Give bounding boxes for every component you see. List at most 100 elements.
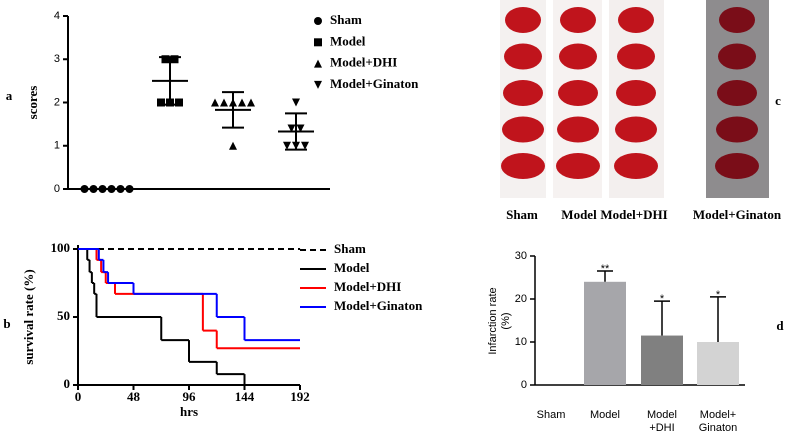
x-tick-label: 192 bbox=[290, 389, 310, 404]
marker bbox=[107, 185, 116, 193]
y-tick-label: 10 bbox=[515, 336, 527, 348]
photo-label: Model+Ginaton bbox=[693, 207, 782, 222]
legend-label: Sham bbox=[330, 12, 362, 27]
legend-label: Model bbox=[330, 33, 366, 48]
brain-slice bbox=[557, 116, 599, 143]
marker bbox=[314, 59, 322, 68]
brain-slice bbox=[715, 153, 759, 179]
brain-slice bbox=[616, 80, 656, 106]
marker bbox=[211, 98, 219, 107]
y-axis-label: survival rate (%) bbox=[21, 269, 36, 364]
error-bar bbox=[285, 112, 307, 151]
error-bar bbox=[597, 270, 613, 282]
significance: * bbox=[660, 293, 665, 305]
photo-label: Sham bbox=[506, 207, 538, 222]
brain-slice bbox=[618, 7, 654, 33]
brain-slice bbox=[614, 153, 658, 179]
brain-slice bbox=[558, 80, 598, 106]
x-tick-label: 48 bbox=[127, 389, 141, 404]
brain-slice bbox=[556, 153, 600, 179]
x-tick-label: 96 bbox=[183, 389, 197, 404]
marker bbox=[296, 124, 305, 133]
legend-label: Sham bbox=[334, 241, 366, 256]
marker bbox=[287, 124, 296, 133]
brain-slice bbox=[717, 80, 757, 106]
x-tick-label: Sham bbox=[536, 409, 566, 421]
bar bbox=[584, 281, 626, 385]
photo-label: Model+DHI bbox=[600, 207, 667, 222]
legend-label: Model bbox=[334, 260, 370, 275]
marker bbox=[89, 185, 98, 193]
y-tick-label: 4 bbox=[54, 10, 60, 22]
x-tick-label: Model bbox=[590, 409, 620, 421]
brain-slice bbox=[501, 153, 545, 179]
brain-slice bbox=[716, 116, 758, 143]
panel-label: a bbox=[6, 88, 13, 103]
brain-slice bbox=[718, 43, 756, 70]
error-bar bbox=[654, 300, 670, 336]
brain-slice bbox=[615, 116, 657, 143]
marker bbox=[170, 55, 179, 64]
x-tick-label: Model+ Ginaton bbox=[698, 409, 738, 434]
significance: * bbox=[716, 289, 721, 301]
survival-drop bbox=[97, 249, 246, 341]
survival-drop bbox=[95, 249, 218, 349]
marker bbox=[98, 185, 107, 193]
legend-label: Model+Ginaton bbox=[330, 76, 419, 91]
marker bbox=[314, 38, 322, 47]
brain-slice bbox=[503, 80, 543, 106]
legend-label: Model+DHI bbox=[330, 55, 397, 70]
y-tick-label: 2 bbox=[54, 96, 60, 108]
survival-drop bbox=[86, 249, 246, 385]
x-tick-label: Model +DHI bbox=[647, 409, 677, 434]
panel-label: c bbox=[775, 93, 781, 108]
brain-slice bbox=[505, 7, 541, 33]
y-tick-label: 0 bbox=[64, 376, 71, 391]
marker bbox=[80, 185, 89, 193]
y-axis-label: scores bbox=[25, 86, 40, 120]
y-tick-label: 1 bbox=[54, 140, 60, 152]
legend-label: Model+Ginaton bbox=[334, 298, 423, 313]
brain-slice bbox=[502, 116, 544, 143]
brain-slice bbox=[559, 43, 597, 70]
marker bbox=[314, 17, 322, 25]
y-tick-label: 0 bbox=[521, 379, 527, 391]
marker bbox=[292, 98, 300, 107]
marker bbox=[220, 98, 228, 107]
y-tick-label: 50 bbox=[57, 308, 70, 323]
marker bbox=[247, 98, 255, 107]
significance: ** bbox=[601, 263, 610, 275]
marker bbox=[116, 185, 125, 193]
legend-label: Model+DHI bbox=[334, 279, 401, 294]
x-tick-label: 144 bbox=[235, 389, 255, 404]
marker bbox=[283, 141, 291, 150]
bar bbox=[697, 342, 739, 385]
x-axis-label: hrs bbox=[180, 404, 198, 419]
error-bar bbox=[222, 91, 244, 129]
marker bbox=[238, 98, 246, 107]
marker bbox=[157, 98, 165, 107]
y-axis-label: Infarction rate (%) bbox=[487, 286, 512, 355]
error-bar bbox=[710, 296, 726, 342]
bar bbox=[641, 335, 683, 385]
marker bbox=[314, 80, 322, 89]
brain-slice bbox=[560, 7, 596, 33]
y-tick-label: 20 bbox=[515, 293, 527, 305]
x-tick-label: 0 bbox=[75, 389, 82, 404]
brain-slice bbox=[617, 43, 655, 70]
marker bbox=[161, 55, 170, 64]
panel-label: d bbox=[776, 318, 784, 333]
brain-slice bbox=[719, 7, 755, 33]
y-tick-label: 100 bbox=[51, 240, 71, 255]
photo-label: Model bbox=[561, 207, 597, 222]
brain-slice bbox=[504, 43, 542, 70]
marker bbox=[175, 98, 183, 107]
error-bar bbox=[159, 56, 181, 106]
y-tick-label: 3 bbox=[54, 53, 60, 65]
y-tick-label: 30 bbox=[515, 250, 527, 262]
y-tick-label: 0 bbox=[54, 183, 60, 195]
marker bbox=[125, 185, 134, 193]
panel-label: b bbox=[3, 316, 10, 331]
